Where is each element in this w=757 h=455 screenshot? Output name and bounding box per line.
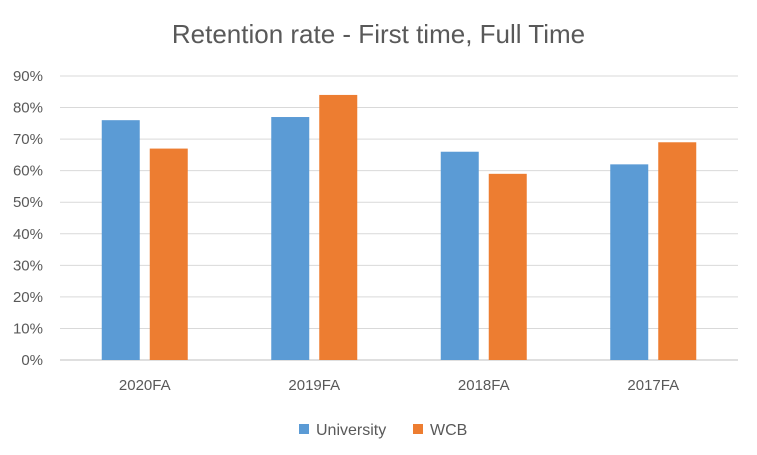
y-tick-label: 90% (13, 68, 43, 85)
y-tick-label: 0% (21, 352, 43, 369)
y-tick-label: 20% (13, 289, 43, 306)
legend-label-wcb[interactable]: WCB (430, 422, 467, 439)
y-tick-label: 30% (13, 257, 43, 274)
y-axis-ticks: 0% 10% 20% 30% 40% 50% 60% 70% 80% 90% (13, 68, 43, 369)
y-tick-label: 60% (13, 163, 43, 180)
bar-wcb-2017fa (658, 142, 697, 360)
y-tick-label: 10% (13, 320, 43, 337)
y-tick-label: 50% (13, 194, 43, 211)
x-tick-label: 2017FA (627, 377, 679, 394)
bar-wcb-2019fa (319, 94, 358, 360)
chart-title: Retention rate - First time, Full Time (172, 19, 585, 49)
bar-university-2018fa (440, 151, 479, 360)
x-tick-label: 2020FA (119, 377, 171, 394)
legend-swatch-university (299, 424, 309, 434)
y-tick-label: 70% (13, 131, 43, 148)
bar-university-2017fa (610, 164, 649, 360)
y-tick-label: 40% (13, 226, 43, 243)
legend[interactable]: University WCB (299, 422, 467, 439)
bars (101, 94, 697, 361)
bar-university-2020fa (101, 120, 140, 360)
bar-university-2019fa (271, 117, 310, 361)
bar-wcb-2020fa (149, 148, 188, 360)
bar-wcb-2018fa (488, 173, 527, 360)
legend-swatch-wcb (413, 424, 423, 434)
x-tick-label: 2018FA (458, 377, 510, 394)
legend-label-university[interactable]: University (316, 422, 386, 439)
y-tick-label: 80% (13, 100, 43, 117)
x-axis-ticks: 2020FA 2019FA 2018FA 2017FA (119, 377, 679, 394)
x-tick-label: 2019FA (288, 377, 340, 394)
